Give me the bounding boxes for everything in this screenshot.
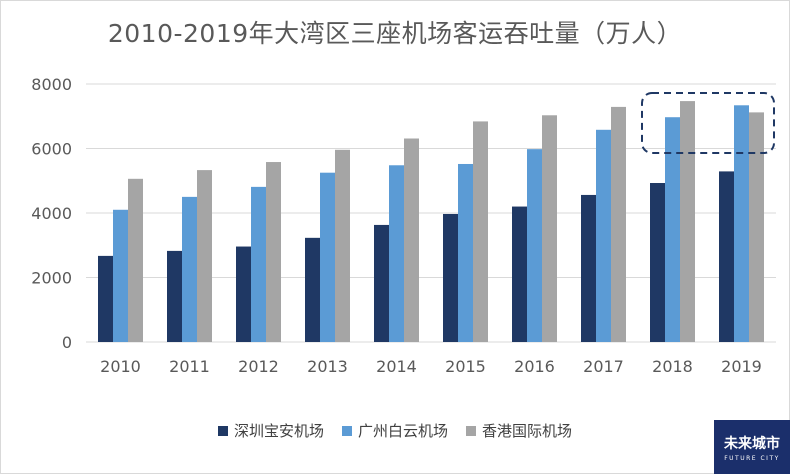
bar (113, 209, 128, 342)
x-tick-label: 2013 (307, 357, 348, 376)
x-tick-label: 2019 (721, 357, 762, 376)
y-tick-label: 4000 (31, 204, 72, 223)
bar (167, 250, 182, 342)
bar (128, 178, 143, 342)
bar (542, 115, 557, 342)
bar (236, 246, 251, 342)
bar (719, 171, 734, 342)
bar (443, 213, 458, 342)
bar (749, 112, 764, 342)
bar (596, 129, 611, 342)
x-tick-label: 2018 (652, 357, 693, 376)
legend-swatch (341, 425, 352, 436)
x-tick-label: 2011 (169, 357, 210, 376)
chart-legend: 深圳宝安机场 广州白云机场 香港国际机场 (0, 420, 790, 441)
bar (335, 149, 350, 342)
bar (404, 138, 419, 342)
bar (305, 237, 320, 342)
bar (266, 162, 281, 342)
bar (665, 117, 680, 342)
bar (611, 106, 626, 343)
legend-item: 广州白云机场 (341, 420, 448, 441)
x-tick-label: 2016 (514, 357, 555, 376)
y-tick-label: 2000 (31, 269, 72, 288)
x-tick-label: 2012 (238, 357, 279, 376)
x-tick-label: 2015 (445, 357, 486, 376)
bar (182, 196, 197, 342)
future-city-logo: 未来城市 FUTURE CITY (714, 420, 790, 474)
y-tick-label: 6000 (31, 140, 72, 159)
bar (680, 101, 695, 342)
logo-text: 未来城市 (724, 435, 780, 452)
chart-title: 2010-2019年大湾区三座机场客运吞吐量（万人） (107, 19, 683, 48)
bar (581, 194, 596, 342)
x-tick-label: 2014 (376, 357, 417, 376)
bar (374, 224, 389, 342)
bar (98, 255, 113, 342)
legend-item: 香港国际机场 (466, 420, 572, 441)
logo-subtext: FUTURE CITY (724, 454, 780, 462)
bar (527, 149, 542, 342)
bar (650, 183, 665, 342)
legend-item: 深圳宝安机场 (217, 420, 324, 441)
bar (458, 163, 473, 342)
x-tick-label: 2010 (100, 357, 141, 376)
y-tick-label: 0 (62, 333, 72, 352)
bar (251, 186, 266, 342)
bar (389, 165, 404, 342)
y-tick-label: 8000 (31, 75, 72, 94)
legend-label: 深圳宝安机场 (233, 422, 324, 440)
legend-swatch (217, 425, 228, 436)
legend-label: 广州白云机场 (357, 422, 448, 440)
bar (512, 206, 527, 342)
bar (473, 121, 488, 342)
bar (320, 172, 335, 342)
bar (197, 170, 212, 342)
legend-label: 香港国际机场 (482, 422, 573, 440)
highlight-box (641, 92, 775, 154)
x-tick-label: 2017 (583, 357, 624, 376)
legend-swatch (466, 425, 476, 436)
bar (734, 105, 749, 342)
